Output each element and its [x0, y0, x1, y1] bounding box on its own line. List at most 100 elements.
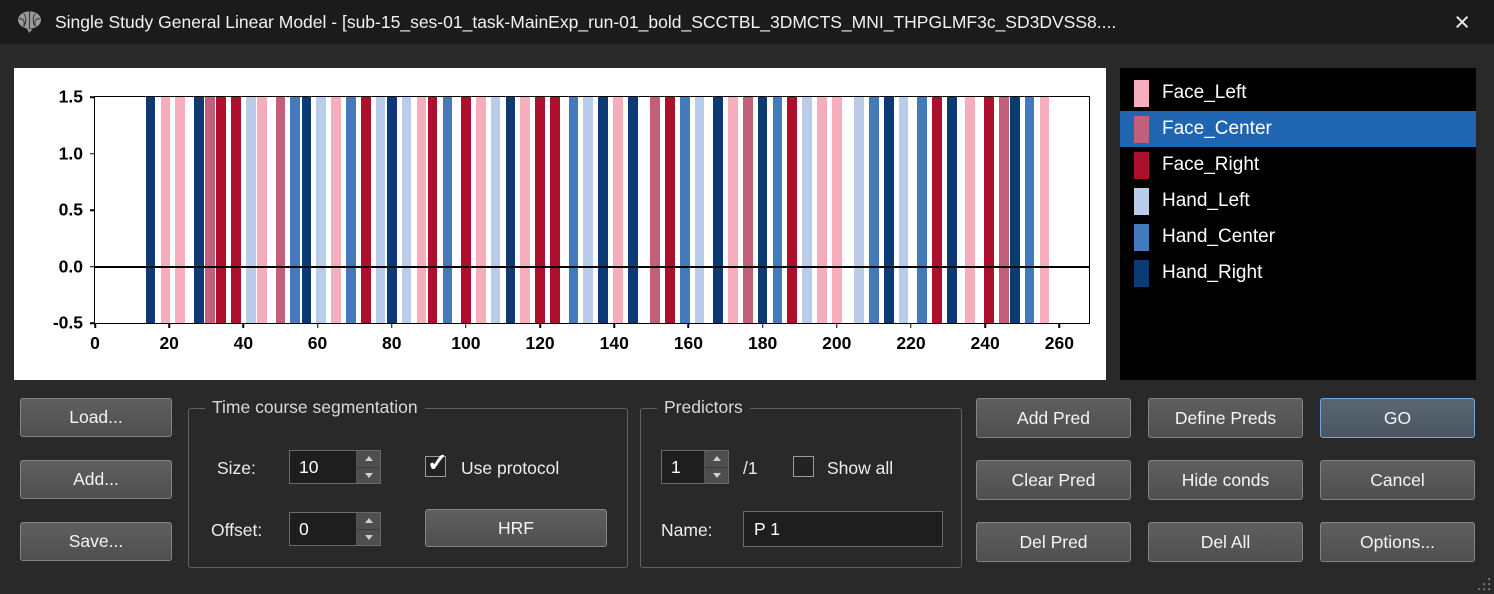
clear-pred-button[interactable]: Clear Pred — [976, 460, 1131, 500]
save-button[interactable]: Save... — [20, 522, 172, 561]
del-pred-button[interactable]: Del Pred — [976, 522, 1131, 562]
stimulus-event-bar — [205, 97, 215, 323]
hide-conds-button[interactable]: Hide conds — [1148, 460, 1303, 500]
condition-label: Face_Center — [1162, 118, 1272, 139]
x-tick-label: 160 — [673, 333, 704, 353]
spin-up-button[interactable] — [357, 451, 380, 467]
x-tick-label: 120 — [525, 333, 555, 353]
stimulus-event-bar — [216, 97, 226, 323]
arrow-up-icon — [364, 518, 373, 524]
del-all-button[interactable]: Del All — [1148, 522, 1303, 562]
condition-list[interactable]: Face_Left Face_Center Face_Right Hand_Left H… — [1120, 68, 1476, 380]
x-tick-label: 200 — [822, 333, 852, 353]
x-tick-mark — [910, 323, 912, 328]
predictors-group: Predictors /1 Show all Name: — [640, 397, 962, 568]
condition-list-item[interactable]: Hand_Left — [1120, 183, 1476, 219]
stimulus-event-bar — [257, 97, 267, 323]
condition-color-swatch — [1134, 79, 1149, 107]
options-button[interactable]: Options... — [1320, 522, 1475, 562]
x-tick-mark — [390, 323, 393, 328]
condition-color-swatch — [1134, 151, 1149, 179]
offset-spin-buttons — [356, 513, 380, 545]
cancel-button[interactable]: Cancel — [1320, 460, 1475, 500]
y-tick-mark — [90, 152, 95, 155]
stimulus-event-bar — [275, 97, 286, 323]
predictor-name-input[interactable] — [743, 511, 943, 547]
stimulus-event-bar — [802, 97, 812, 323]
condition-list-item[interactable]: Face_Left — [1120, 75, 1476, 111]
offset-input[interactable] — [290, 513, 356, 545]
stimulus-event-bar — [490, 97, 501, 323]
arrow-down-icon — [364, 472, 373, 478]
x-tick-label: 260 — [1044, 333, 1074, 353]
stimulus-event-bar — [817, 97, 827, 323]
predictor-index-spinbox[interactable] — [661, 450, 729, 484]
predictors-group-title: Predictors — [657, 397, 750, 418]
predictor-name-label: Name: — [661, 520, 713, 540]
stimulus-event-bar — [772, 97, 783, 323]
size-input[interactable] — [290, 451, 356, 483]
stimulus-event-bar — [568, 97, 579, 323]
condition-list-item[interactable]: Hand_Center — [1120, 219, 1476, 255]
condition-label: Hand_Center — [1162, 226, 1276, 247]
stimulus-event-bar — [1009, 97, 1020, 323]
condition-list-item[interactable]: Face_Center — [1120, 111, 1476, 147]
y-tick-label: 0.0 — [58, 256, 83, 276]
arrow-up-icon — [712, 456, 721, 462]
go-button[interactable]: GO — [1320, 398, 1475, 438]
add-button[interactable]: Add... — [20, 460, 172, 499]
stimulus-event-bar — [386, 97, 397, 323]
show-all-checkbox[interactable] — [793, 456, 814, 477]
x-tick-mark — [316, 323, 319, 328]
stimulus-event-bar — [898, 97, 909, 323]
x-tick-label: 220 — [896, 333, 926, 353]
define-preds-button[interactable]: Define Preds — [1148, 398, 1303, 438]
x-tick-label: 180 — [748, 333, 778, 353]
use-protocol-checkbox[interactable] — [425, 456, 446, 477]
condition-list-item[interactable]: Face_Right — [1120, 147, 1476, 183]
spin-up-button[interactable] — [705, 451, 728, 467]
add-pred-button[interactable]: Add Pred — [976, 398, 1131, 438]
stimulus-event-bar — [290, 97, 301, 323]
offset-spinbox[interactable] — [289, 512, 381, 546]
y-tick-mark — [90, 265, 95, 268]
stimulus-event-bar — [231, 97, 241, 323]
x-tick-mark — [242, 323, 245, 328]
condition-label: Hand_Right — [1162, 262, 1263, 283]
x-tick-mark — [761, 323, 764, 328]
x-tick-mark — [465, 323, 467, 328]
condition-label: Face_Right — [1162, 154, 1260, 175]
y-tick-mark — [90, 96, 95, 98]
x-tick-mark — [613, 323, 615, 328]
spin-down-button[interactable] — [705, 466, 728, 483]
spin-up-button[interactable] — [357, 513, 380, 529]
stimulus-event-bar — [475, 97, 486, 323]
y-tick-label: 1.5 — [58, 86, 83, 107]
stimulus-event-bar — [331, 97, 341, 323]
y-tick-label: 0.5 — [58, 199, 83, 220]
x-tick-mark — [168, 323, 170, 328]
stimulus-event-bar — [550, 97, 560, 323]
load-button[interactable]: Load... — [20, 398, 172, 437]
stimulus-event-bar — [598, 97, 608, 323]
hrf-button[interactable]: HRF — [425, 509, 607, 547]
titlebar: Single Study General Linear Model - [sub… — [0, 0, 1494, 44]
stimulus-event-bar — [401, 97, 412, 323]
resize-grip-icon[interactable] — [1478, 578, 1491, 591]
x-tick-label: 100 — [451, 333, 481, 353]
stimulus-event-bar — [627, 97, 638, 323]
predictor-index-input[interactable] — [662, 451, 704, 483]
use-protocol-label: Use protocol — [461, 458, 560, 478]
stimulus-event-bar — [946, 97, 957, 323]
stimulus-event-bar — [427, 97, 438, 323]
stimulus-event-bar — [360, 97, 371, 323]
spin-down-button[interactable] — [357, 466, 380, 483]
stimulus-event-bar — [520, 97, 531, 323]
size-spinbox[interactable] — [289, 450, 381, 484]
stimulus-event-bar — [301, 97, 312, 323]
condition-list-item[interactable]: Hand_Right — [1120, 255, 1476, 291]
spin-down-button[interactable] — [357, 528, 380, 545]
close-icon[interactable]: × — [1454, 6, 1470, 37]
stimulus-event-bar — [1024, 97, 1035, 323]
